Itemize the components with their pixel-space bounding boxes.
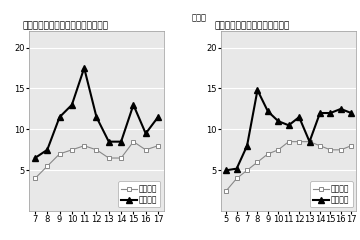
全国女子 <box>307 140 312 143</box>
本県男子 <box>144 132 148 135</box>
全国女子 <box>245 169 249 172</box>
本県女子 <box>245 144 249 147</box>
本県男子 <box>57 116 62 119</box>
本県女子 <box>234 167 239 170</box>
Legend: 全国男子, 本県男子: 全国男子, 本県男子 <box>118 181 160 207</box>
全国女子 <box>349 144 354 147</box>
Text: （％）: （％） <box>191 13 206 22</box>
本県女子 <box>307 140 312 143</box>
本県男子 <box>156 116 160 119</box>
Text: 図２　肘満傾向児の出現率グラ: 図２ 肘満傾向児の出現率グラ <box>214 21 289 30</box>
本県女子 <box>255 89 260 91</box>
全国男子 <box>70 148 74 151</box>
本県男子 <box>107 140 111 143</box>
本県女子 <box>297 116 301 119</box>
全国女子 <box>318 144 322 147</box>
全国女子 <box>276 148 280 151</box>
Line: 全国女子: 全国女子 <box>225 140 353 192</box>
全国女子 <box>224 189 228 192</box>
全国男子 <box>119 156 123 159</box>
本県男子 <box>131 103 136 106</box>
Line: 本県男子: 本県男子 <box>32 65 161 161</box>
全国男子 <box>107 156 111 159</box>
Text: 肘満傾向児の出現率グラフ（男子）: 肘満傾向児の出現率グラフ（男子） <box>22 21 108 30</box>
全国女子 <box>328 148 333 151</box>
全国女子 <box>234 177 239 180</box>
全国女子 <box>297 140 301 143</box>
全国女子 <box>287 140 291 143</box>
本県男子 <box>94 116 99 119</box>
Legend: 全国女子, 本県女子: 全国女子, 本県女子 <box>310 181 352 207</box>
全国女子 <box>255 161 260 163</box>
全国女子 <box>266 152 270 155</box>
本県女子 <box>276 120 280 123</box>
全国男子 <box>94 148 99 151</box>
全国男子 <box>45 165 49 168</box>
全国男子 <box>144 148 148 151</box>
全国女子 <box>339 148 343 151</box>
全国男子 <box>57 152 62 155</box>
本県女子 <box>339 108 343 110</box>
本県女子 <box>349 112 354 114</box>
本県女子 <box>266 110 270 113</box>
全国男子 <box>33 177 37 180</box>
全国男子 <box>82 144 86 147</box>
Line: 全国男子: 全国男子 <box>33 140 160 180</box>
本県女子 <box>224 169 228 172</box>
全国男子 <box>131 140 136 143</box>
本県男子 <box>33 156 37 159</box>
本県男子 <box>45 148 49 151</box>
本県女子 <box>328 112 333 114</box>
本県男子 <box>119 140 123 143</box>
Line: 本県女子: 本県女子 <box>224 87 354 173</box>
全国男子 <box>156 144 160 147</box>
本県男子 <box>70 103 74 106</box>
本県女子 <box>318 112 322 114</box>
本県男子 <box>82 66 86 69</box>
本県女子 <box>287 124 291 127</box>
